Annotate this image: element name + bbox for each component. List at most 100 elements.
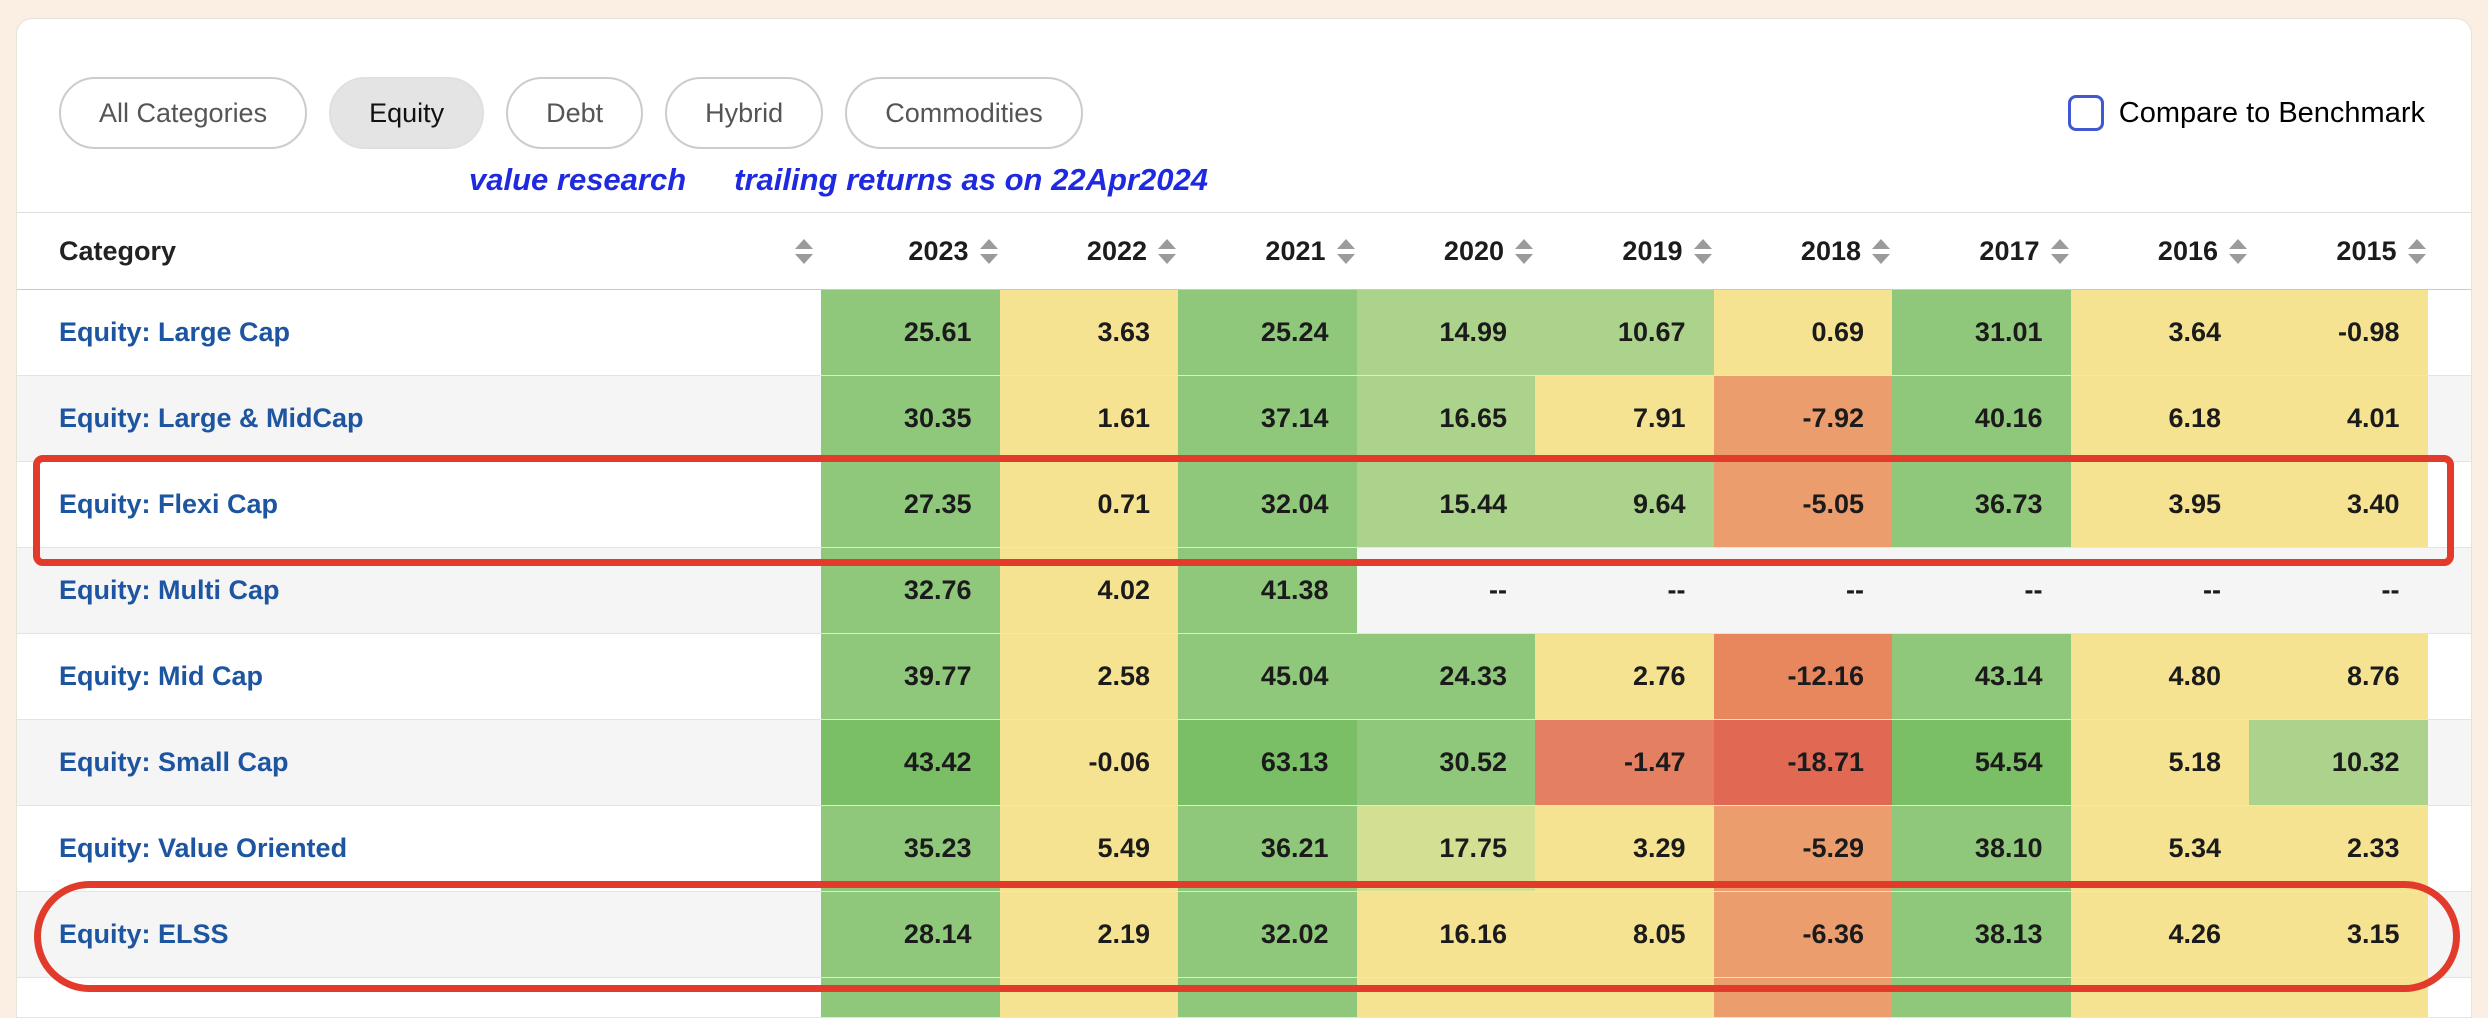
return-cell: 25.61 bbox=[821, 290, 1000, 375]
category-cell: Equity: Large Cap bbox=[17, 290, 821, 375]
header-spacer bbox=[2428, 213, 2472, 289]
filter-pill-commodities[interactable]: Commodities bbox=[845, 77, 1083, 149]
return-cell: 2.58 bbox=[999, 634, 1178, 719]
column-header-2017[interactable]: 2017 bbox=[1892, 213, 2071, 289]
return-cell: 14.99 bbox=[1356, 290, 1535, 375]
category-link-equity-value-oriented[interactable]: Equity: Value Oriented bbox=[59, 833, 348, 863]
return-cell: -1.47 bbox=[1535, 720, 1714, 805]
return-cell: 3.95 bbox=[2070, 462, 2249, 547]
category-cell: Equity: Large & MidCap bbox=[17, 376, 821, 461]
filter-pill-debt[interactable]: Debt bbox=[506, 77, 644, 149]
column-header-2020[interactable]: 2020 bbox=[1357, 213, 1536, 289]
category-link-equity-flexi-cap[interactable]: Equity: Flexi Cap bbox=[59, 489, 279, 519]
filter-pill-all-categories[interactable]: All Categories bbox=[59, 77, 308, 149]
sort-icon bbox=[1693, 238, 1712, 264]
category-cell: Equity: Multi Cap bbox=[17, 548, 821, 633]
return-cell: -18.71 bbox=[1713, 720, 1892, 805]
sort-icon bbox=[1158, 238, 1176, 264]
category-column-header[interactable]: Category bbox=[17, 213, 821, 289]
return-cell: 54.54 bbox=[1892, 720, 2071, 805]
category-link-equity-large-midcap[interactable]: Equity: Large & MidCap bbox=[59, 403, 364, 433]
return-cell: 32.76 bbox=[821, 548, 1000, 633]
row-spacer bbox=[2428, 892, 2472, 977]
column-header-2016[interactable]: 2016 bbox=[2071, 213, 2250, 289]
row-spacer bbox=[2428, 376, 2472, 461]
column-header-label: 2020 bbox=[1443, 235, 1504, 266]
sort-icon bbox=[1515, 238, 1533, 264]
return-cell: 4.80 bbox=[2070, 634, 2249, 719]
return-cell: 10.32 bbox=[2249, 720, 2428, 805]
return-cell: -- bbox=[1846, 575, 1864, 605]
toolbar: All Categories Equity Debt Hybrid Commoditie… bbox=[17, 19, 2471, 149]
return-cell: 3.40 bbox=[2249, 462, 2428, 547]
return-cell: 45.04 bbox=[1178, 634, 1357, 719]
handwritten-note-part1: value research bbox=[469, 162, 687, 197]
return-cell: -7.92 bbox=[1713, 376, 1892, 461]
compare-benchmark-checkbox[interactable] bbox=[2067, 95, 2104, 131]
return-cell: 7.91 bbox=[1535, 376, 1714, 461]
return-cell: -- bbox=[2381, 575, 2400, 605]
column-header-2021[interactable]: 2021 bbox=[1178, 213, 1357, 289]
return-cell: -6.36 bbox=[1713, 892, 1892, 977]
sort-icon bbox=[2407, 238, 2426, 264]
handwritten-note-part2: trailing returns as on 22Apr2024 bbox=[734, 162, 1208, 197]
return-cell: -0.06 bbox=[999, 720, 1178, 805]
return-cell: 43.42 bbox=[821, 720, 1000, 805]
row-spacer bbox=[2428, 978, 2472, 1017]
column-header-label: 2017 bbox=[1979, 235, 2040, 266]
column-header-2018[interactable]: 2018 bbox=[1714, 213, 1893, 289]
compare-benchmark-control[interactable]: Compare to Benchmark bbox=[2067, 95, 2425, 131]
category-link-equity-elss[interactable]: Equity: ELSS bbox=[59, 919, 229, 949]
row-spacer bbox=[2428, 634, 2472, 719]
return-cell: 5.34 bbox=[2070, 806, 2249, 891]
table-header-row: Category 2023 2022 2021 2020 2019 2018 2017 201… bbox=[17, 212, 2471, 290]
return-cell: 3.63 bbox=[999, 290, 1178, 375]
column-header-2015[interactable]: 2015 bbox=[2249, 213, 2428, 289]
return-cell: 9.64 bbox=[1535, 462, 1714, 547]
column-header-label: 2019 bbox=[1622, 235, 1683, 266]
return-cell: 36.73 bbox=[1892, 462, 2071, 547]
category-link-equity-mid-cap[interactable]: Equity: Mid Cap bbox=[59, 661, 263, 691]
category-link-equity-multi-cap[interactable]: Equity: Multi Cap bbox=[59, 575, 280, 605]
returns-table: Category 2023 2022 2021 2020 2019 2018 2017 201… bbox=[17, 212, 2472, 1017]
return-cell: 28.14 bbox=[821, 892, 1000, 977]
return-cell: 0.71 bbox=[999, 462, 1178, 547]
return-cell: 15.44 bbox=[1356, 462, 1535, 547]
category-cell: Equity: Small Cap bbox=[17, 720, 821, 805]
return-cell: 32.02 bbox=[1178, 892, 1357, 977]
category-link-equity-small-cap[interactable]: Equity: Small Cap bbox=[59, 747, 289, 777]
sort-icon bbox=[2229, 238, 2247, 264]
category-filter-pills: All Categories Equity Debt Hybrid Commoditie… bbox=[59, 77, 1105, 149]
filter-pill-equity[interactable]: Equity bbox=[329, 77, 485, 149]
row-spacer bbox=[2428, 290, 2472, 375]
filter-pill-hybrid[interactable]: Hybrid bbox=[665, 77, 824, 149]
return-cell: 3.64 bbox=[2070, 290, 2249, 375]
return-cell: 25.24 bbox=[1178, 290, 1357, 375]
return-cell: 6.18 bbox=[2070, 376, 2249, 461]
return-cell: 4.02 bbox=[999, 548, 1178, 633]
return-cell: -- bbox=[2203, 575, 2221, 605]
return-cell: 31.01 bbox=[1892, 290, 2071, 375]
return-cell: 17.75 bbox=[1356, 806, 1535, 891]
column-header-2022[interactable]: 2022 bbox=[1000, 213, 1179, 289]
return-cell bbox=[1356, 978, 1535, 1017]
category-cell: Equity: ELSS bbox=[17, 892, 821, 977]
return-cell: 16.65 bbox=[1356, 376, 1535, 461]
return-cell: 5.49 bbox=[999, 806, 1178, 891]
column-header-2019[interactable]: 2019 bbox=[1535, 213, 1714, 289]
return-cell: -- bbox=[1489, 575, 1507, 605]
table-row: Equity: Large & MidCap 30.35 1.61 37.14 16.… bbox=[17, 376, 2471, 462]
category-link-equity-large-cap[interactable]: Equity: Large Cap bbox=[59, 317, 291, 347]
category-cell: Equity: Flexi Cap bbox=[17, 462, 821, 547]
return-cell: 39.77 bbox=[821, 634, 1000, 719]
category-cell: Equity: Mid Cap bbox=[17, 634, 821, 719]
column-header-label: 2016 bbox=[2157, 235, 2218, 266]
column-header-2023[interactable]: 2023 bbox=[821, 213, 1000, 289]
row-spacer bbox=[2428, 462, 2472, 547]
category-cell bbox=[17, 978, 821, 1017]
return-cell: 37.14 bbox=[1178, 376, 1357, 461]
table-row: Equity: Multi Cap 32.76 4.02 41.38 -- -- -- --… bbox=[17, 548, 2471, 634]
table-row: Equity: Mid Cap 39.77 2.58 45.04 24.33 2.76-… bbox=[17, 634, 2471, 720]
column-header-label: 2023 bbox=[908, 235, 969, 266]
table-row: Equity: Large Cap 25.61 3.63 25.24 14.99 10.… bbox=[17, 290, 2471, 376]
